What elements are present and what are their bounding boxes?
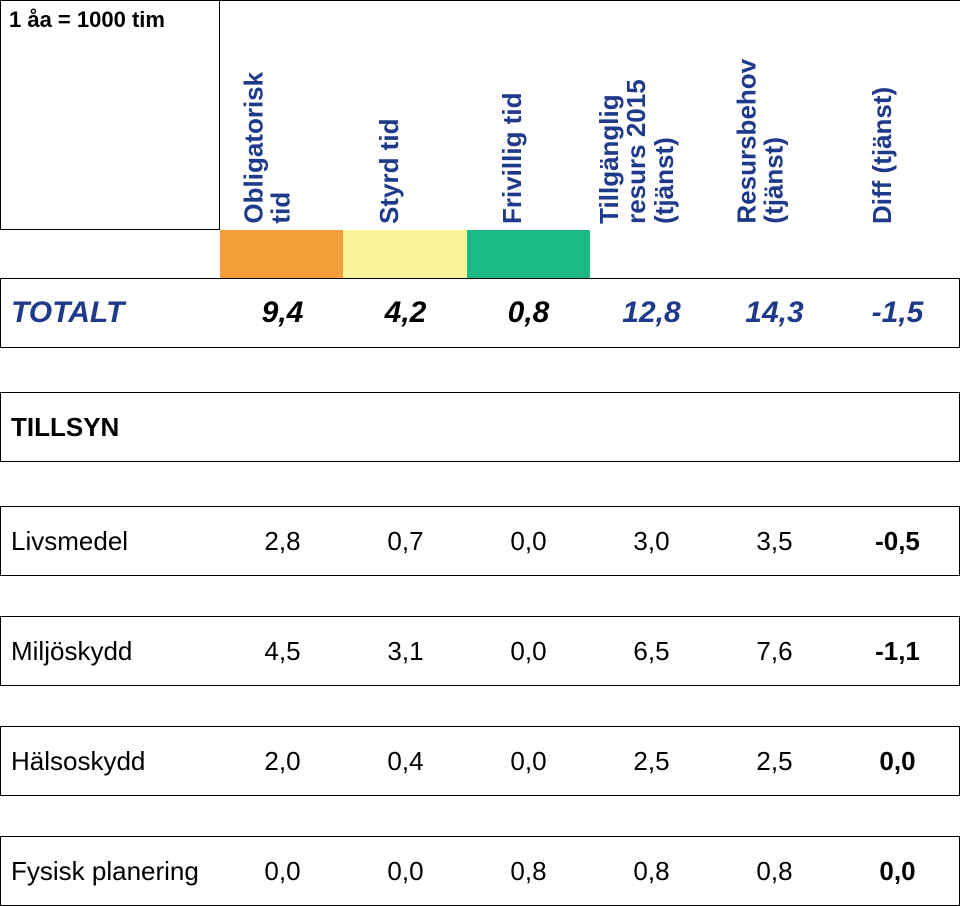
row-cell: 0,0 <box>467 526 590 557</box>
row-cell: 0,0 <box>344 856 467 887</box>
row-label: TILLSYN <box>1 412 221 443</box>
row-cell: 2,5 <box>590 746 713 777</box>
row-label: Fysisk planering <box>1 856 221 887</box>
table-row: Livsmedel2,80,70,03,03,5-0,5 <box>0 506 960 576</box>
band-cell-4 <box>713 230 836 278</box>
table-row: Fysisk planering0,00,00,80,80,80,0 <box>0 836 960 906</box>
table-row: TILLSYN <box>0 392 960 462</box>
band-cell-1 <box>343 230 466 278</box>
table-row: Miljöskydd4,53,10,06,57,6-1,1 <box>0 616 960 686</box>
rows-container: TOTALT9,44,20,812,814,3-1,5TILLSYNLivsme… <box>0 278 960 906</box>
row-cell: 6,5 <box>590 636 713 667</box>
row-cell: 0,8 <box>713 856 836 887</box>
page: 1 åa = 1000 tim Obligatorisktid Styrd ti… <box>0 0 960 906</box>
row-label: Livsmedel <box>1 526 221 557</box>
gap-row <box>0 796 960 836</box>
row-cell: 9,4 <box>221 296 344 330</box>
col-label-1: Styrd tid <box>374 119 405 224</box>
col-label-4: Resursbehov(tjänst) <box>733 59 788 224</box>
header-col-2: Frivillig tid <box>467 1 590 230</box>
header-col-4: Resursbehov(tjänst) <box>713 1 836 230</box>
gap-row <box>0 348 960 392</box>
row-cell: -1,1 <box>836 636 959 667</box>
band-cell-2 <box>467 230 590 278</box>
row-cell: 0,8 <box>467 296 590 330</box>
col-label-0: Obligatorisktid <box>240 72 295 224</box>
col-label-5: Diff (tjänst) <box>867 87 898 224</box>
header-col-0: Obligatorisktid <box>220 1 343 230</box>
row-cell: 3,1 <box>344 636 467 667</box>
row-cell: 2,5 <box>713 746 836 777</box>
row-cell: 0,8 <box>590 856 713 887</box>
row-cell: 0,4 <box>344 746 467 777</box>
header-col-1: Styrd tid <box>343 1 466 230</box>
band-cell-5 <box>837 230 960 278</box>
row-cell: 0,7 <box>344 526 467 557</box>
unit-label: 1 åa = 1000 tim <box>9 7 165 33</box>
row-cell: 3,0 <box>590 526 713 557</box>
band-cell-3 <box>590 230 713 278</box>
row-cell: 3,5 <box>713 526 836 557</box>
col-label-3: Tillgängligresurs 2015(tjänst) <box>596 79 678 224</box>
header-unit-cell: 1 åa = 1000 tim <box>0 1 220 230</box>
gap-row <box>0 576 960 616</box>
header-col-5: Diff (tjänst) <box>837 1 960 230</box>
table-row: Hälsoskydd2,00,40,02,52,50,0 <box>0 726 960 796</box>
row-cell: 0,8 <box>467 856 590 887</box>
header-row: 1 åa = 1000 tim Obligatorisktid Styrd ti… <box>0 0 960 230</box>
row-cell: -0,5 <box>836 526 959 557</box>
row-label: Hälsoskydd <box>1 746 221 777</box>
row-cell: 2,0 <box>221 746 344 777</box>
color-band <box>0 230 960 278</box>
row-label: TOTALT <box>1 296 221 330</box>
row-cell: 14,3 <box>713 296 836 330</box>
band-spacer <box>0 230 220 278</box>
row-cell: 0,0 <box>467 636 590 667</box>
row-cell: 0,0 <box>467 746 590 777</box>
row-cell: 7,6 <box>713 636 836 667</box>
row-cell: 0,0 <box>221 856 344 887</box>
row-cell: 4,5 <box>221 636 344 667</box>
gap-row <box>0 462 960 506</box>
gap-row <box>0 686 960 726</box>
row-cell: 0,0 <box>836 856 959 887</box>
header-col-3: Tillgängligresurs 2015(tjänst) <box>590 1 713 230</box>
row-cell: 2,8 <box>221 526 344 557</box>
col-label-2: Frivillig tid <box>497 93 528 224</box>
band-cell-0 <box>220 230 343 278</box>
row-cell: 12,8 <box>590 296 713 330</box>
row-cell: 4,2 <box>344 296 467 330</box>
row-cell: -1,5 <box>836 296 959 330</box>
row-label: Miljöskydd <box>1 636 221 667</box>
row-cell: 0,0 <box>836 746 959 777</box>
table-row: TOTALT9,44,20,812,814,3-1,5 <box>0 278 960 348</box>
